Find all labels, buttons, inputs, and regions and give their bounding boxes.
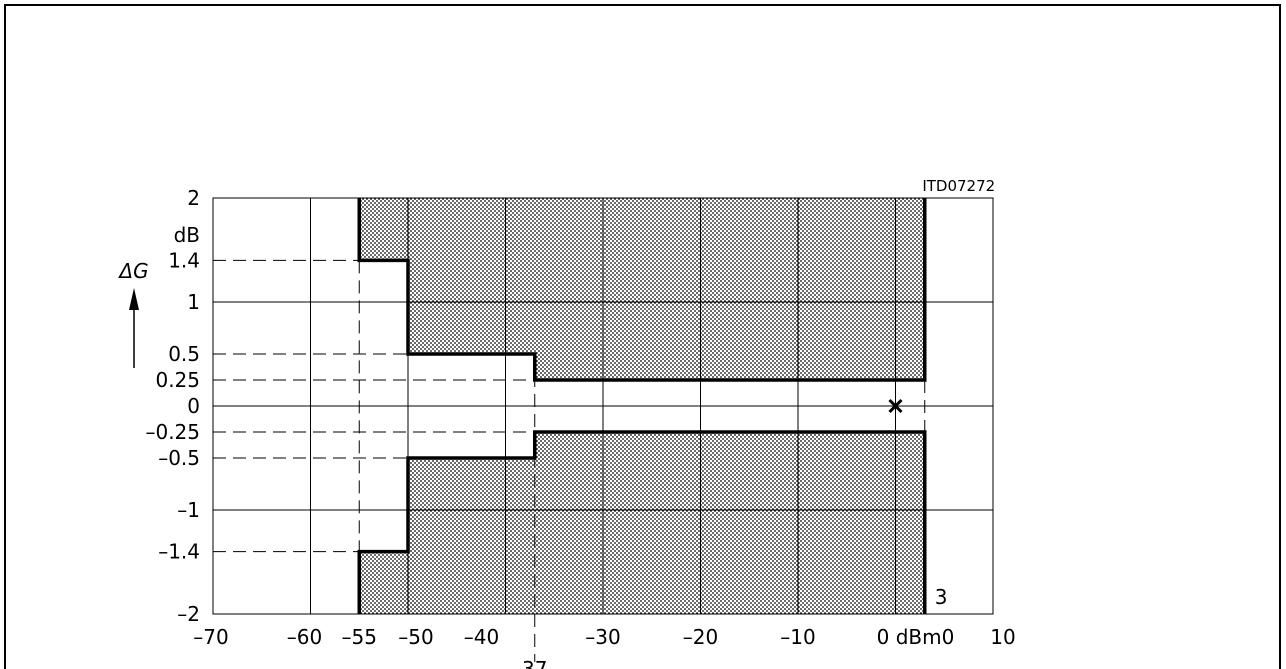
y-tick-label: –0.5 [158,446,200,470]
upper-forbidden-region [359,198,925,380]
x-tick-label: 0 dBm0 [877,625,955,649]
figure-id-label: ITD07272 [922,177,995,195]
reference-point-marker [888,398,903,414]
x-tick-label: –40 [464,625,499,649]
limit-annotation: 3 [935,585,948,609]
x-tick-label: 10 [990,625,1015,649]
y-axis-unit: dB [174,223,200,247]
y-tick-label: 1.4 [168,248,200,272]
x-tick-label: –10 [780,625,815,649]
figure-frame [4,4,1281,669]
x-tick-label: –55 [342,625,377,649]
lower-limit-line [357,430,927,614]
x-tick-label: –70 [193,625,228,649]
y-axis-arrow-head [129,288,139,310]
y-tick-label: –1 [177,498,200,522]
y-tick-label: 0 [187,394,200,418]
x-tick-label: –50 [398,625,433,649]
lower-forbidden-region [359,432,925,614]
x-tick-label: –30 [585,625,620,649]
y-tick-label: –0.25 [145,420,200,444]
x-tick-label: 37 [522,657,547,669]
x-tick-label: –60 [287,625,322,649]
y-axis-symbol: ΔG [117,259,148,283]
y-tick-label: –2 [177,602,200,626]
y-tick-label: 0.25 [155,368,200,392]
y-tick-label: 0.5 [168,342,200,366]
y-tick-label: 1 [187,290,200,314]
y-tick-label: 2 [187,186,200,210]
x-tick-label: –20 [683,625,718,649]
y-tick-label: –1.4 [158,540,200,564]
upper-limit-line [357,198,927,382]
